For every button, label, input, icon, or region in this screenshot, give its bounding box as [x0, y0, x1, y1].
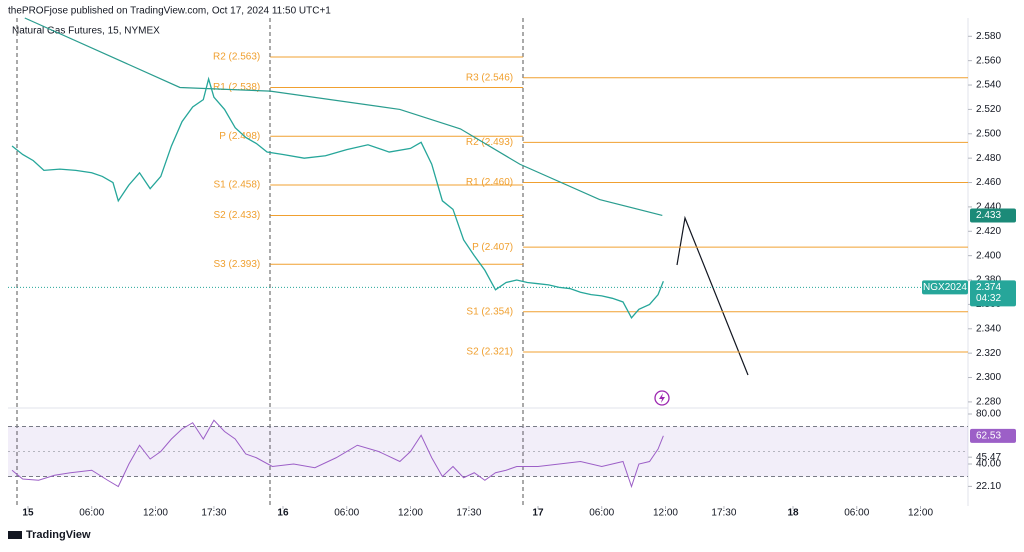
pivot-label: S1 (2.458)	[214, 180, 261, 191]
y-tick-label: 2.540	[976, 80, 1001, 91]
brand: TradingView	[26, 529, 91, 541]
y-tick-label: 2.400	[976, 250, 1001, 261]
x-tick-label: 16	[277, 508, 289, 519]
pivot-label: R3 (2.546)	[466, 72, 513, 83]
y-tick-label: 2.420	[976, 226, 1001, 237]
y-tick-label: 2.280	[976, 397, 1001, 408]
x-tick-label: 17	[532, 508, 544, 519]
series-line	[11, 76, 664, 319]
plot: 2.2802.3002.3202.3402.3602.3802.4002.420…	[8, 17, 1016, 519]
x-tick-label: 12:00	[143, 508, 168, 519]
pivot-label: S2 (2.433)	[214, 210, 261, 221]
pivot-label: R2 (2.493)	[466, 137, 513, 148]
y-tick-label: 80.00	[976, 409, 1001, 420]
symbol-tag	[922, 280, 968, 295]
y-tick-label: 2.560	[976, 55, 1001, 66]
y-tick-label: 40.00	[976, 459, 1001, 470]
byline: thePROFjose published on TradingView.com…	[8, 6, 331, 17]
y-tick-label: 2.520	[976, 104, 1001, 115]
y-tick-label: 2.320	[976, 348, 1001, 359]
ma-badge-label: 2.433	[976, 210, 1001, 221]
y-tick-label: 2.340	[976, 323, 1001, 334]
event-icon[interactable]	[654, 390, 670, 406]
pivot-label: R1 (2.538)	[213, 82, 260, 93]
y-tick-label: 2.580	[976, 31, 1001, 42]
y-tick-label: 2.300	[976, 372, 1001, 383]
x-tick-label: 17:30	[201, 508, 226, 519]
series-line	[24, 17, 663, 217]
drawn-arrow	[676, 215, 749, 376]
countdown: 04:32	[976, 293, 1001, 304]
ma-badge	[970, 208, 1016, 223]
pivot-label: R2 (2.563)	[213, 52, 260, 63]
x-tick-label: 06:00	[79, 508, 104, 519]
symbol-tag-label: NGX2024	[923, 282, 967, 293]
chart-title: Natural Gas Futures, 15, NYMEX	[12, 26, 160, 37]
price-badge	[970, 280, 1016, 307]
series-line	[11, 419, 664, 489]
x-tick-label: 12:00	[398, 508, 423, 519]
pivot-label: P (2.498)	[219, 131, 260, 142]
y-tick-label: 2.460	[976, 177, 1001, 188]
pivot-label: S1 (2.354)	[466, 306, 513, 317]
y-tick-label: 2.480	[976, 153, 1001, 164]
price-badge-label: 2.374	[976, 282, 1001, 293]
x-tick-label: 17:30	[711, 508, 736, 519]
x-tick-label: 18	[787, 508, 799, 519]
pivot-label: P (2.407)	[472, 242, 513, 253]
pivot-label: S3 (2.393)	[214, 259, 261, 270]
x-tick-label: 06:00	[844, 508, 869, 519]
pivot-label: R1 (2.460)	[466, 177, 513, 188]
x-tick-label: 17:30	[456, 508, 481, 519]
rsi-badge	[970, 428, 1016, 443]
logo	[8, 531, 22, 539]
event-icon-bolt	[659, 393, 665, 403]
y-tick-label: 2.380	[976, 275, 1001, 286]
y-tick-label: 2.440	[976, 202, 1001, 213]
rsi-badge-label: 62.53	[976, 430, 1001, 441]
x-tick-label: 12:00	[653, 508, 678, 519]
pivot-label: S2 (2.321)	[466, 347, 513, 358]
x-tick-label: 12:00	[908, 508, 933, 519]
y-tick-label: 2.500	[976, 128, 1001, 139]
x-tick-label: 15	[22, 508, 34, 519]
y-tick-label: 22.10	[976, 481, 1001, 492]
x-tick-label: 06:00	[334, 508, 359, 519]
x-tick-label: 06:00	[589, 508, 614, 519]
y-tick-label: 45.47	[976, 452, 1001, 463]
